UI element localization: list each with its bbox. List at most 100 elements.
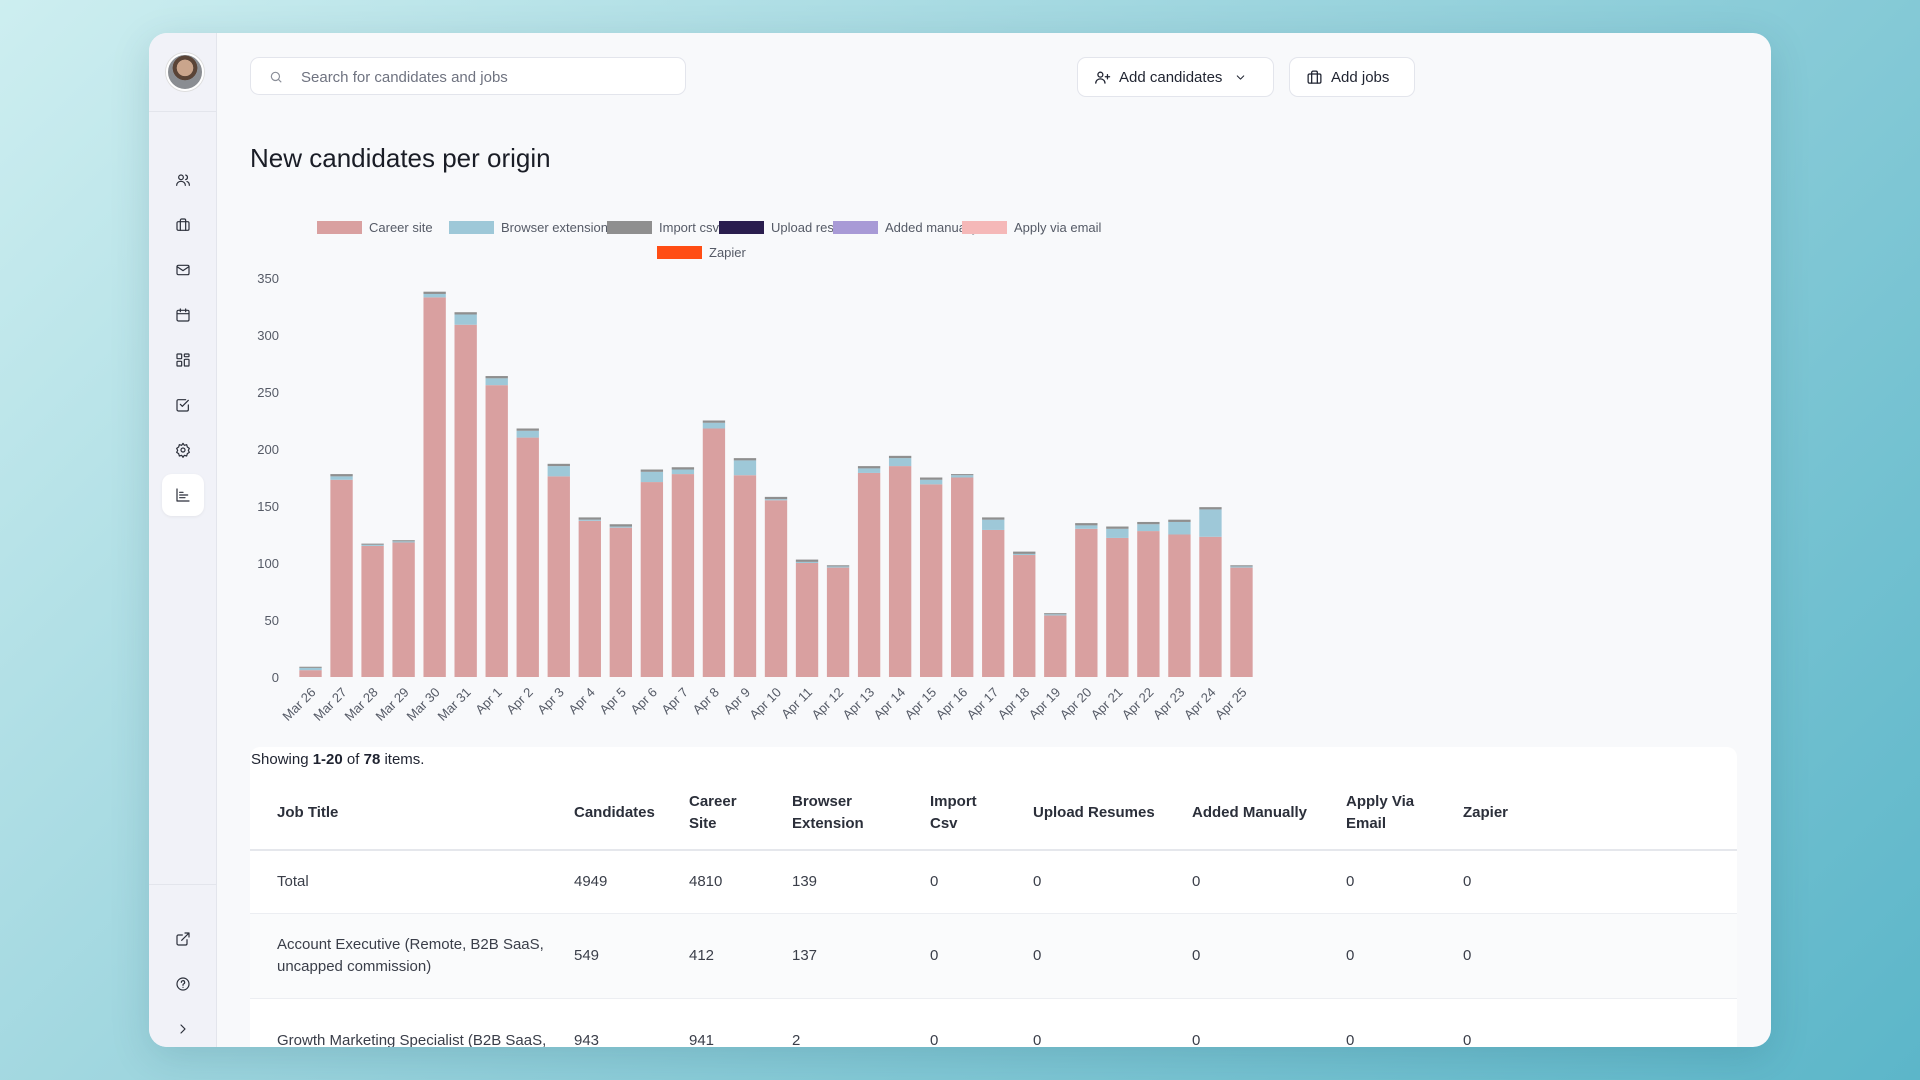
bar-segment[interactable] <box>702 422 726 429</box>
bar-segment[interactable] <box>1075 525 1098 529</box>
bar-segment[interactable] <box>1137 524 1160 532</box>
bar-segment[interactable] <box>361 544 384 546</box>
table-row[interactable]: Account Executive (Remote, B2B SaaS, unc… <box>250 913 1737 999</box>
bar-segment[interactable] <box>330 479 353 677</box>
bar-segment[interactable] <box>1199 509 1222 537</box>
bar-segment[interactable] <box>671 474 695 677</box>
bar-segment[interactable] <box>299 670 322 677</box>
bar-segment[interactable] <box>888 458 912 467</box>
column-header-upload-resumes[interactable]: Upload Resumes <box>1006 777 1165 851</box>
bar-segment[interactable] <box>1137 521 1160 525</box>
bar-segment[interactable] <box>640 471 664 483</box>
avatar[interactable] <box>166 53 204 91</box>
bar-segment[interactable] <box>392 540 415 542</box>
bar-segment[interactable] <box>485 376 508 379</box>
legend-swatch[interactable] <box>719 221 764 234</box>
bar-segment[interactable] <box>764 499 788 501</box>
bar-segment[interactable] <box>423 297 446 677</box>
bar-segment[interactable] <box>888 466 912 677</box>
bar-segment[interactable] <box>919 484 943 677</box>
bar-segment[interactable] <box>423 291 446 294</box>
bar-segment[interactable] <box>826 567 850 677</box>
sidebar-item-open-external[interactable] <box>162 918 204 960</box>
bar-segment[interactable] <box>1230 566 1253 568</box>
legend-label[interactable]: Added manually <box>885 220 979 235</box>
bar-segment[interactable] <box>361 545 384 677</box>
bar-segment[interactable] <box>578 517 601 520</box>
bar-segment[interactable] <box>888 455 912 459</box>
sidebar-item-help[interactable] <box>162 963 204 1005</box>
bar-segment[interactable] <box>795 561 819 563</box>
cell-job-title[interactable]: Account Executive (Remote, B2B SaaS, unc… <box>250 913 547 999</box>
bar-segment[interactable] <box>1199 536 1222 677</box>
bar-segment[interactable] <box>733 460 757 476</box>
legend-label[interactable]: Apply via email <box>1014 220 1102 235</box>
bar-segment[interactable] <box>951 474 974 476</box>
bar-segment[interactable] <box>982 529 1005 677</box>
sidebar-item-calendar[interactable] <box>162 294 204 336</box>
bar-segment[interactable] <box>702 420 726 423</box>
column-header-zapier[interactable]: Zapier <box>1436 777 1737 851</box>
bar-segment[interactable] <box>764 500 788 677</box>
bar-segment[interactable] <box>857 472 881 677</box>
bar-segment[interactable] <box>826 565 850 567</box>
bar-segment[interactable] <box>485 378 508 386</box>
bar-segment[interactable] <box>640 482 664 677</box>
bar-segment[interactable] <box>454 312 477 315</box>
bar-segment[interactable] <box>982 517 1005 520</box>
bar-segment[interactable] <box>547 466 570 477</box>
bar-segment[interactable] <box>516 430 539 438</box>
bar-segment[interactable] <box>951 475 974 478</box>
column-header-apply-via-email[interactable]: Apply Via Email <box>1319 777 1436 851</box>
sidebar-item-dashboard[interactable] <box>162 339 204 381</box>
legend-label[interactable]: Import csv <box>659 220 719 235</box>
table-row[interactable]: Total 4949 4810 139 0 0 0 0 0 <box>250 850 1737 914</box>
bar-segment[interactable] <box>1168 519 1191 522</box>
sidebar-item-reports[interactable] <box>162 474 204 516</box>
bar-segment[interactable] <box>578 519 601 521</box>
bar-segment[interactable] <box>951 477 974 678</box>
search-input[interactable] <box>299 58 673 96</box>
bar-segment[interactable] <box>1075 528 1098 677</box>
sidebar-expand[interactable] <box>162 1008 204 1047</box>
bar-segment[interactable] <box>361 543 384 545</box>
bar-segment[interactable] <box>857 466 881 469</box>
sidebar-item-settings[interactable] <box>162 429 204 471</box>
bar-segment[interactable] <box>1044 615 1067 677</box>
bar-segment[interactable] <box>1230 565 1253 567</box>
add-candidates-button[interactable]: Add candidates <box>1077 57 1274 97</box>
bar-segment[interactable] <box>764 496 788 500</box>
bar-segment[interactable] <box>702 428 726 677</box>
legend-swatch[interactable] <box>607 221 652 234</box>
bar-segment[interactable] <box>392 542 415 677</box>
bar-segment[interactable] <box>640 469 664 472</box>
bar-segment[interactable] <box>1230 567 1253 677</box>
sidebar-item-jobs[interactable] <box>162 204 204 246</box>
bar-segment[interactable] <box>547 476 570 677</box>
bar-segment[interactable] <box>1106 528 1129 538</box>
table-row[interactable]: Growth Marketing Specialist (B2B SaaS, 9… <box>250 998 1737 1047</box>
bar-segment[interactable] <box>516 428 539 431</box>
column-header-browser-extension[interactable]: Browser Extension <box>765 777 903 851</box>
bar-segment[interactable] <box>609 524 633 527</box>
bar-segment[interactable] <box>1137 531 1160 677</box>
bar-segment[interactable] <box>1044 613 1067 615</box>
sidebar-item-candidates[interactable] <box>162 159 204 201</box>
legend-swatch[interactable] <box>317 221 362 234</box>
add-jobs-button[interactable]: Add jobs <box>1289 57 1415 97</box>
bar-segment[interactable] <box>609 526 633 528</box>
bar-segment[interactable] <box>795 559 819 562</box>
bar-segment[interactable] <box>547 463 570 467</box>
bar-segment[interactable] <box>1013 555 1036 677</box>
column-header-import-csv[interactable]: Import Csv <box>903 777 1006 851</box>
column-header-career-site[interactable]: Career Site <box>662 777 765 851</box>
bar-segment[interactable] <box>423 293 446 298</box>
cell-job-title[interactable]: Growth Marketing Specialist (B2B SaaS, <box>250 998 547 1047</box>
legend-swatch[interactable] <box>657 246 702 259</box>
bar-segment[interactable] <box>454 324 477 677</box>
bar-segment[interactable] <box>1199 507 1222 510</box>
bar-segment[interactable] <box>392 541 415 543</box>
bar-segment[interactable] <box>516 437 539 677</box>
sidebar-item-inbox[interactable] <box>162 249 204 291</box>
bar-segment[interactable] <box>1106 537 1129 677</box>
